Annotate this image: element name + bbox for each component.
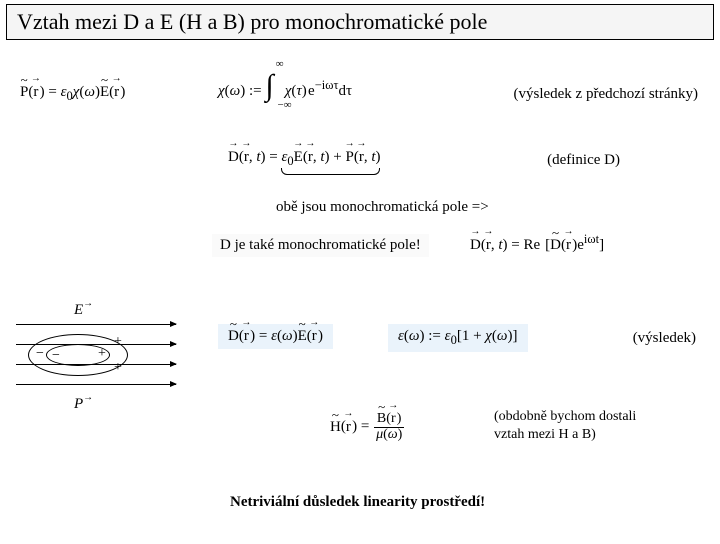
note4b-text: vztah mezi H a B) [494,426,636,444]
sub6: 0 [451,333,457,347]
sym-P: P [20,84,28,101]
t3c: t [371,149,375,165]
mu7: μ [376,427,383,442]
plus6: + [473,328,481,344]
t4: t [498,237,502,253]
note-prev-page: (výsledek z předchozí stránky) [513,86,698,103]
P-label-text: P [74,396,83,412]
note-HB: (obdobně bychom dostali vztah mezi H a B… [494,408,636,443]
conclusion-text: Netriviální důsledek linearity prostředí… [230,494,485,510]
note1-text: (výsledek z předchozí stránky) [513,86,698,103]
one6: 1 [462,328,470,344]
sym-r: r [33,84,38,101]
r3: r [244,149,249,166]
eps6: ε [398,328,404,344]
P3: P [345,149,353,166]
integral-icon: ∫ ∞ −∞ [265,74,273,98]
note3-text: (výsledek) [633,330,696,347]
note-result: (výsledek) [633,330,696,347]
Re: Re [523,237,540,253]
chi2: χ [218,83,225,99]
sym-E: E [100,84,109,101]
E5: E [298,328,307,345]
r5: r [244,328,249,345]
B7: B [377,412,386,427]
exp-pow: −iωτ [315,78,339,92]
epow4: iωt [584,232,599,246]
sym-chi: χ [73,84,80,100]
om5: ω [282,328,293,344]
eq-D-epsE: D(r ) = ε(ω)E(r ) [218,324,333,349]
Dt: D [550,237,561,254]
om7: ω [388,427,398,442]
plus-sign: + [114,360,122,376]
H7: H [330,419,341,436]
E-label: E→ [74,302,93,319]
om6: ω [409,328,420,344]
note-def-D: (definice D) [547,152,620,169]
r5b: r [312,328,317,345]
D4: D [470,237,481,254]
t3: t [256,149,260,165]
r3c: r [359,149,364,166]
tau: τ [296,83,301,99]
r4: r [486,237,491,254]
eq-D-Re: D(r, t) = Re [D(r )eiωt] [470,232,604,254]
eq-polarization: P(r ) = ε0χ(ω)E(r ) [20,84,125,104]
sym-r2: r [114,84,119,101]
chi-tau: χ [285,83,292,99]
Dmono-text: D je také monochromatické pole! [220,237,421,254]
eps5: ε [271,328,277,344]
om6b: ω [497,328,508,344]
plus-sign: + [98,346,106,362]
arrow-icon: → [83,392,93,403]
r7b: r [391,412,396,427]
minus-sign: − [52,348,60,364]
sym-omega: ω [84,84,95,100]
r7: r [346,419,351,436]
eq-H-B: H(r ) = B(r ) μ(ω) [330,412,405,442]
exp-e: e [308,83,315,99]
int-bot: −∞ [278,101,292,110]
D5: D [228,328,239,345]
E-label-text: E [74,302,83,318]
title-text: Vztah mezi D a E (H a B) pro monochromat… [17,9,487,34]
dipole-diagram: E→ − − + + + P→ [16,304,186,434]
line-D-mono: D je také monochromatické pole! [212,234,429,257]
dtau: dτ [339,83,353,99]
r4b: r [566,237,571,254]
eq-chi-integral: χ(ω) := ∫ ∞ −∞ χ(τ) e−iωτdτ [218,74,352,100]
D: D [228,149,239,166]
note4a-text: (obdobně bychom dostali [494,408,636,426]
omega2: ω [230,83,241,99]
eq-D-definition: D(r, t) = ε0E(r, t) + P(r, t) [228,149,380,169]
P-label: P→ [74,396,93,413]
E3: E [294,149,303,166]
line-mono-fields: obě jsou monochromatická pole => [276,199,489,216]
field-line [16,324,176,325]
r3b: r [308,149,313,166]
plus-sign: + [114,334,122,350]
eq5eq: = [259,328,267,344]
arrow-icon: → [83,298,93,309]
slide-title: Vztah mezi D a E (H a B) pro monochromat… [6,4,714,40]
chi6: χ [485,328,492,344]
assign6: := [428,328,441,344]
field-line [16,384,176,385]
eq-eps-def: ε(ω) := ε0[1 + χ(ω)] [388,324,528,352]
t3b: t [320,149,324,165]
e4: e [577,237,584,253]
assign: := [249,83,262,99]
minus-sign: − [36,346,44,362]
note2-text: (definice D) [547,152,620,169]
mono-text: obě jsou monochromatická pole => [276,199,489,216]
int-top: ∞ [276,60,284,69]
conclusion-line: Netriviální důsledek linearity prostředí… [230,494,485,511]
